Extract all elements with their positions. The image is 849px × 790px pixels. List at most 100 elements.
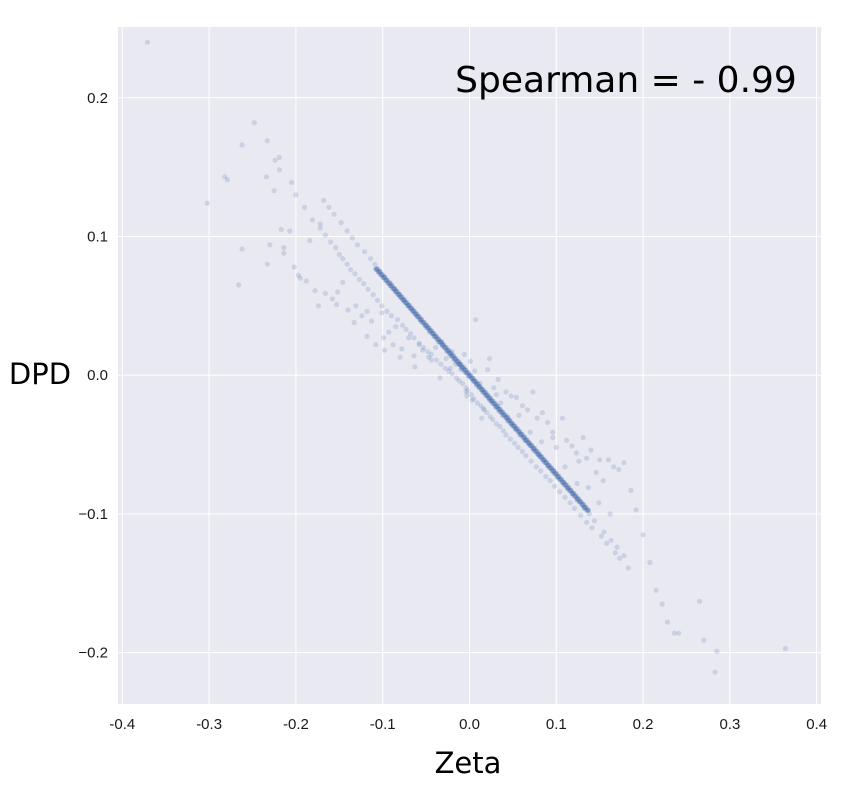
scatter-point [555,475,561,481]
scatter-point [417,316,423,323]
scatter-point [423,322,430,328]
scatter-point [475,381,481,387]
scatter-point [302,204,308,210]
scatter-point [401,297,407,303]
scatter-point [435,339,441,345]
scatter-point [505,418,511,424]
scatter-point [410,308,416,314]
scatter-point [364,308,370,314]
scatter-point [420,344,427,351]
scatter-point [491,385,497,391]
scatter-point [455,361,461,367]
scatter-point [465,370,471,376]
scatter-point [348,267,354,273]
scatter-point [478,403,484,409]
scatter-point [374,266,380,272]
scatter-point [394,288,400,294]
scatter-point [415,314,421,320]
scatter-point [453,361,459,367]
scatter-point [470,378,476,384]
scatter-point [443,344,449,351]
scatter-point [315,303,322,309]
scatter-point [497,406,503,412]
scatter-point [463,367,469,373]
scatter-point [297,275,303,281]
scatter-point [399,294,405,300]
scatter-point [469,397,475,403]
scatter-point [559,415,566,421]
scatter-point [438,339,444,345]
scatter-point [585,485,592,491]
scatter-point [517,432,523,438]
scatter-point [328,239,334,245]
scatter-point [443,356,449,362]
scatter-point [364,333,370,339]
scatter-point [329,296,335,302]
scatter-point [554,474,560,480]
scatter-point [473,382,479,388]
scatter-point [559,479,565,485]
scatter-point [410,308,416,314]
scatter-point [239,142,245,148]
scatter-point [584,507,590,513]
scatter-point [349,235,355,241]
scatter-point [528,443,534,449]
scatter-point [575,496,581,502]
scatter-point [490,401,497,407]
scatter-point [413,311,419,317]
scatter-point [459,365,465,371]
scatter-point [469,375,475,381]
x-tick-label: 0.1 [546,716,567,733]
scatter-point [387,283,394,289]
scatter-point [419,319,425,325]
scatter-point [562,482,568,488]
scatter-point [351,319,357,326]
scatter-point [447,365,453,371]
scatter-point [405,302,411,309]
scatter-point [601,529,607,535]
scatter-point [401,297,407,303]
scatter-point [505,414,511,420]
scatter-point [429,330,435,337]
scatter-point [526,442,533,448]
scatter-point [322,290,328,296]
scatter-point [518,431,524,438]
scatter-point [378,272,385,278]
scatter-point [416,314,422,320]
scatter-point [558,476,565,482]
scatter-point [309,217,315,223]
scatter-point [204,200,210,206]
scatter-point [412,364,418,370]
scatter-point [496,406,502,412]
scatter-point [478,387,484,393]
x-tick-label: -0.2 [283,716,309,733]
scatter-point [420,319,426,325]
scatter-point [444,347,450,353]
scatter-point [472,378,479,384]
scatter-point [522,437,529,443]
scatter-point [335,289,341,295]
scatter-point [566,485,572,491]
scatter-point [457,361,463,367]
scatter-point [591,518,598,524]
scatter-point [446,347,452,353]
scatter-point [542,459,548,466]
scatter-point [539,454,545,460]
scatter-point [611,464,617,470]
scatter-point [453,356,459,362]
scatter-point [271,188,277,194]
scatter-point [562,464,568,470]
scatter-point [503,389,509,395]
scatter-point [359,313,365,319]
scatter-point [403,300,409,306]
scatter-point [436,336,442,342]
scatter-point [416,342,422,348]
scatter-point [552,471,558,477]
scatter-point [368,256,374,262]
scatter-point [543,473,549,480]
scatter-point [382,274,388,280]
scatter-point [251,120,257,126]
scatter-point [375,269,381,275]
scatter-point [281,245,287,251]
scatter-point [408,305,414,311]
